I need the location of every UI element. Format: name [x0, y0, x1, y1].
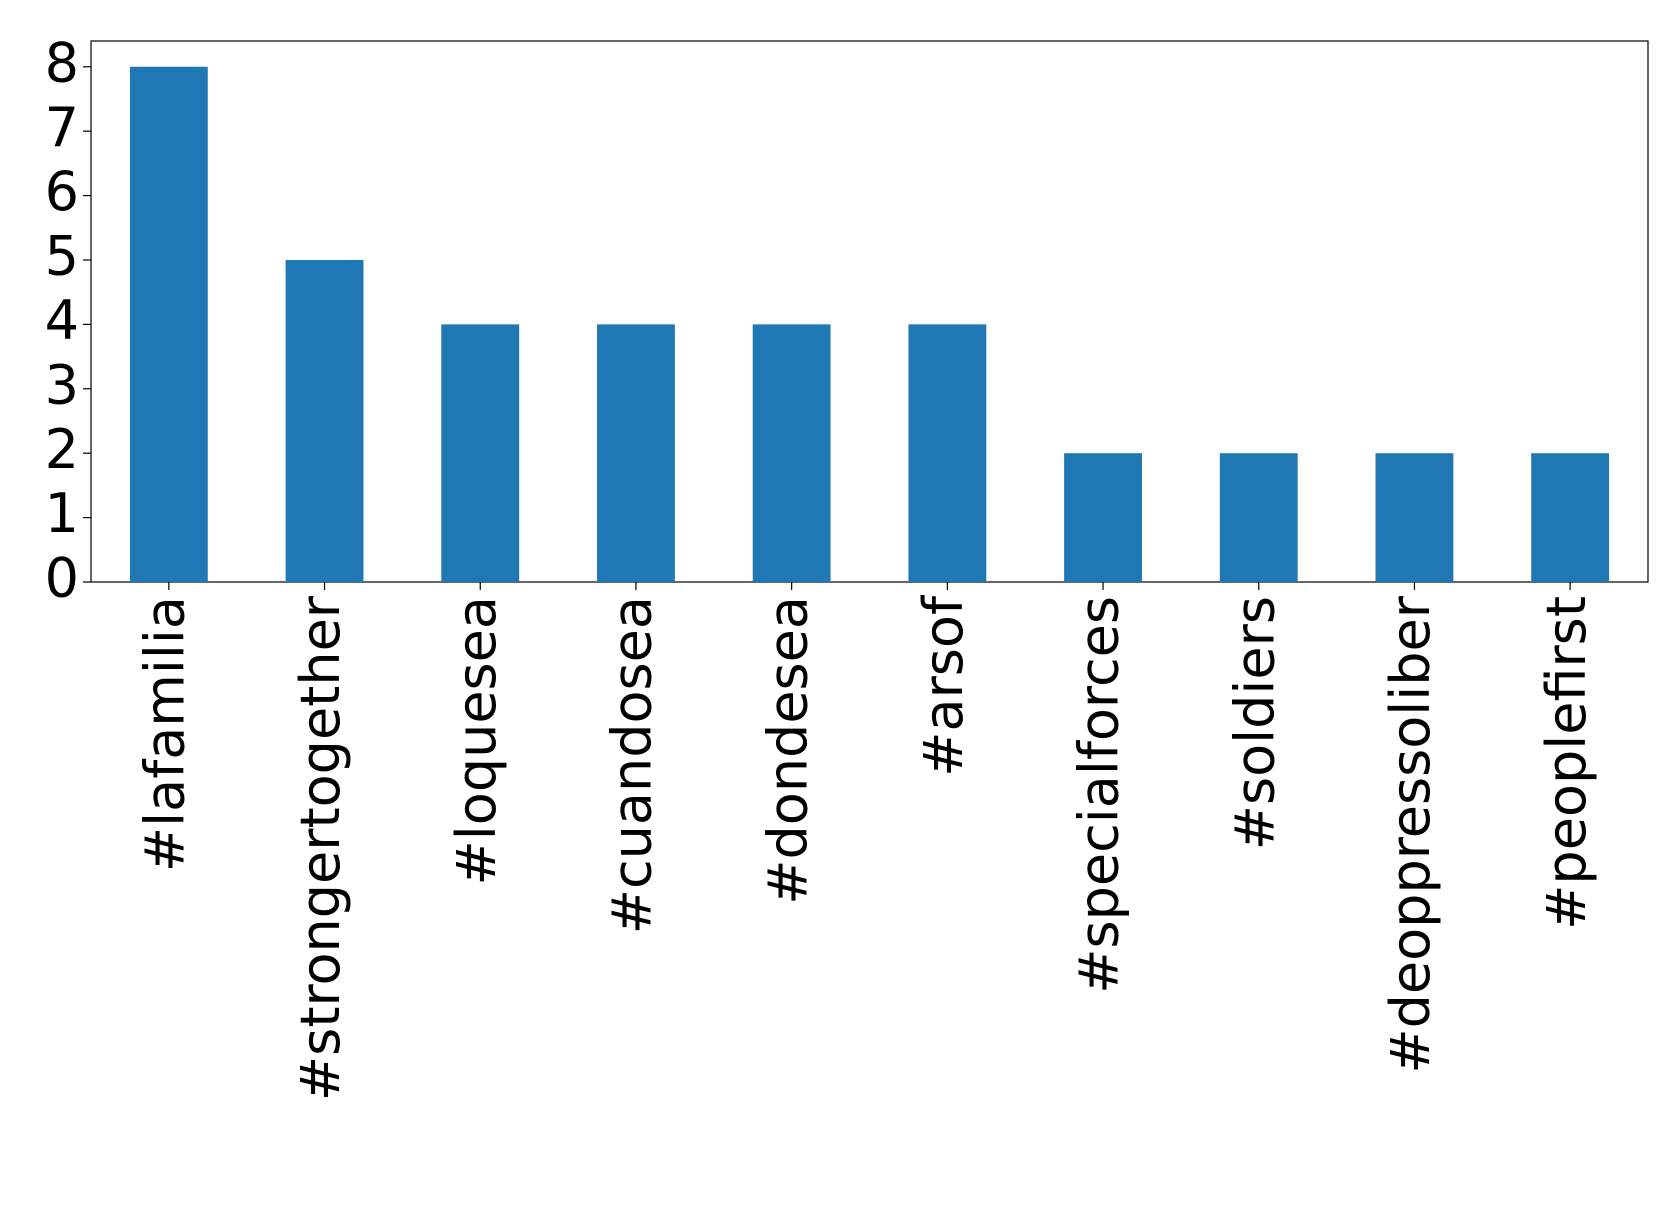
bar — [129, 66, 208, 582]
plot-frame — [90, 40, 1649, 583]
bar — [1375, 453, 1454, 582]
y-tick-label: 8 — [45, 31, 79, 94]
x-tick-label: #cuandosea — [601, 596, 664, 934]
y-tick-label: 7 — [45, 96, 79, 159]
y-tick-label: 3 — [45, 353, 79, 416]
bar — [908, 324, 987, 582]
x-tick-label: #specialforces — [1068, 596, 1131, 994]
x-tick-label: #arsof — [912, 594, 975, 777]
x-tick-label: #loquesea — [445, 596, 508, 885]
bar — [1219, 453, 1298, 582]
y-tick-label: 2 — [45, 418, 79, 481]
bar — [285, 259, 364, 582]
y-tick-label: 5 — [45, 225, 79, 288]
bar — [752, 324, 831, 582]
x-tick-label: #deoppressoliber — [1379, 595, 1442, 1073]
x-tick-label: #dondesea — [756, 596, 819, 905]
x-tick-label: #lafamilia — [133, 596, 196, 872]
y-tick-label: 4 — [45, 289, 79, 352]
y-tick-label: 6 — [45, 160, 79, 223]
x-tick-label: #peoplefirst — [1535, 596, 1598, 930]
bar — [441, 324, 520, 582]
x-tick-label: #strongertogether — [289, 595, 352, 1101]
x-tick-label: #soldiers — [1223, 596, 1286, 850]
y-tick-label: 0 — [45, 547, 79, 610]
bar — [1064, 453, 1142, 582]
bar — [597, 324, 675, 582]
y-tick-label: 1 — [45, 482, 79, 545]
bar — [1531, 453, 1610, 582]
